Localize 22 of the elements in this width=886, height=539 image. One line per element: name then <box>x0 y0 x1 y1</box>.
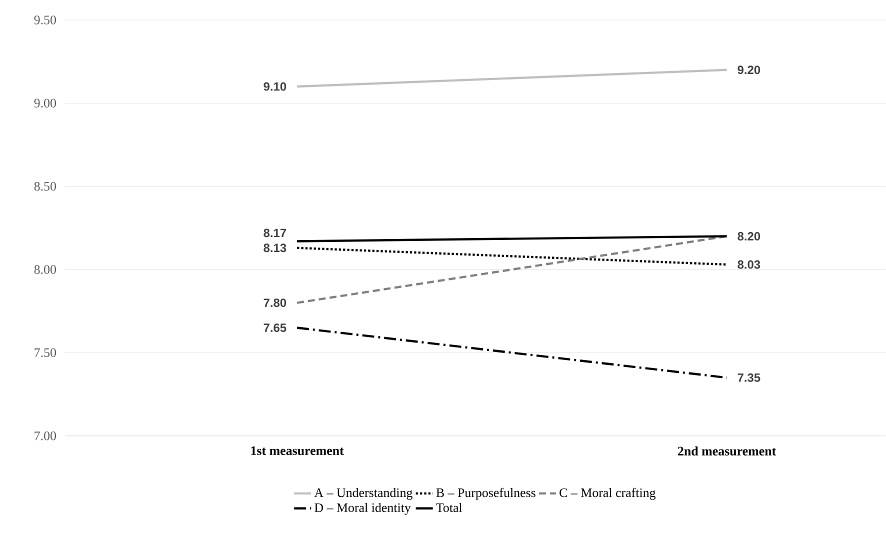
x-tick-label: 1st measurement <box>251 446 344 456</box>
legend-label: B – Purposefulness <box>436 488 536 500</box>
legend-label: Total <box>436 503 462 512</box>
y-tick-label: 7.50 <box>34 348 56 358</box>
legend-label: C – Moral crafting <box>560 488 656 500</box>
y-tick-label: 9.00 <box>34 98 56 108</box>
legend-label: A – Understanding <box>314 488 412 500</box>
data-label: 8.03 <box>738 260 760 269</box>
y-tick-label: 8.00 <box>34 265 56 274</box>
data-label: 9.20 <box>738 66 760 74</box>
x-tick-label: 2nd measurement <box>678 446 776 456</box>
y-tick-label: 8.50 <box>34 182 56 191</box>
data-label: 7.65 <box>264 324 286 332</box>
data-label: 9.10 <box>264 82 286 91</box>
data-label: 7.80 <box>264 298 286 308</box>
data-label: 8.13 <box>264 244 286 252</box>
y-tick-label: 7.00 <box>34 432 56 440</box>
data-label: 7.35 <box>738 373 760 382</box>
data-label: 8.20 <box>738 232 760 241</box>
legend-label: D – Moral identity <box>314 503 411 515</box>
data-label: 8.17 <box>264 228 286 238</box>
y-tick-label: 9.50 <box>34 16 56 24</box>
